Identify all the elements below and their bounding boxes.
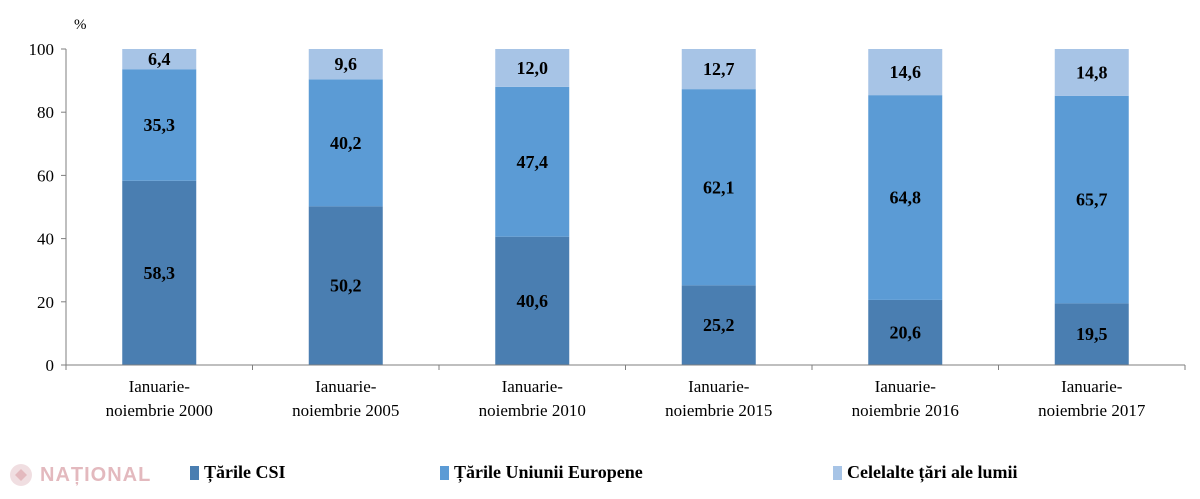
bar-segment-3-5	[868, 49, 943, 96]
data-label: 62,1	[703, 177, 735, 197]
y-tick-label: 40	[37, 230, 54, 249]
legend-swatch	[440, 465, 449, 480]
data-label: 19,5	[1076, 324, 1108, 344]
y-tick-label: 60	[37, 166, 54, 185]
legend-label: Țările Uniunii Europene	[454, 462, 643, 482]
bar-segment-2-6	[1054, 95, 1129, 304]
bar-segment-2-5	[868, 95, 943, 300]
bar-segment-2-1	[122, 69, 197, 181]
x-tick-label: Ianuarie-noiembrie 2010	[479, 377, 586, 420]
x-tick-label: Ianuarie-noiembrie 2000	[106, 377, 213, 420]
axes-group: 0 20 40 60 80 100 Ianuarie-noiembrie 2000 Ianua…	[29, 40, 1186, 420]
x-tick-label: Ianuarie-noiembrie 2005	[292, 377, 399, 420]
legend-item: Țările Uniunii Europene	[440, 462, 643, 483]
legend-item: Țările CSI	[190, 462, 286, 483]
data-label: 65,7	[1076, 190, 1108, 210]
data-label: 58,3	[144, 263, 176, 283]
data-label: 20,6	[890, 322, 922, 342]
bar-segment-2-4	[681, 89, 756, 286]
legend-swatch	[190, 465, 199, 480]
data-label: 12,0	[517, 58, 549, 78]
bar-segment-1-6	[1054, 303, 1129, 365]
x-tick-label: Ianuarie-noiembrie 2017	[1038, 377, 1146, 420]
data-label: 9,6	[335, 54, 358, 74]
data-label: 14,6	[890, 62, 922, 82]
bar-segment-3-2	[308, 49, 383, 80]
data-label: 50,2	[330, 276, 362, 296]
bar-segment-1-2	[308, 206, 383, 365]
bar-segment-1-1	[122, 180, 197, 365]
data-label: 25,2	[703, 315, 735, 335]
legend-swatch	[833, 465, 842, 480]
bar-segment-1-5	[868, 299, 943, 365]
x-tick-label: Ianuarie-noiembrie 2016	[852, 377, 959, 420]
y-axis-unit-label: %	[74, 17, 87, 33]
data-label: 14,8	[1076, 62, 1108, 82]
data-label: 40,6	[517, 291, 549, 311]
legend-label: Celelalte țări ale lumii	[847, 462, 1018, 482]
watermark-text: NAȚIONAL	[40, 463, 152, 486]
legend-label: Țările CSI	[204, 462, 286, 482]
chart-legend: Țările CSI Țările Uniunii Europene Celelal…	[0, 462, 1200, 492]
y-tick-label: 20	[37, 293, 54, 312]
bars-group: 58,3 35,3 6,4 50,2 40,2 9,6 40,6 47,4 12,0 25,2 62…	[122, 49, 1129, 365]
stacked-bar-chart: % 58,3 35,3 6,4 50,2 40,2 9,6 40,6 47,4 12,0 25,2…	[29, 17, 1186, 420]
bar-segment-1-4	[681, 285, 756, 365]
data-label: 40,2	[330, 133, 362, 153]
bar-segment-2-3	[495, 86, 570, 237]
data-label: 12,7	[703, 59, 735, 79]
y-tick-label: 80	[37, 103, 54, 122]
data-label: 47,4	[517, 152, 549, 172]
watermark-emblem-icon	[10, 464, 32, 486]
x-tick-label: Ianuarie-noiembrie 2015	[665, 377, 772, 420]
legend-item: Celelalte țări ale lumii	[833, 462, 1017, 483]
bar-segment-3-6	[1054, 49, 1129, 96]
y-tick-label: 100	[29, 40, 55, 59]
bar-segment-3-1	[122, 49, 197, 70]
bar-segment-3-3	[495, 49, 570, 87]
y-tick-label: 0	[46, 356, 55, 375]
data-label: 35,3	[144, 115, 176, 135]
data-label: 6,4	[148, 49, 171, 69]
data-label: 64,8	[890, 188, 922, 208]
bar-segment-2-2	[308, 79, 383, 207]
bar-segment-1-3	[495, 236, 570, 365]
bar-segment-3-4	[681, 49, 756, 90]
watermark-logo: NAȚIONAL	[8, 460, 151, 490]
